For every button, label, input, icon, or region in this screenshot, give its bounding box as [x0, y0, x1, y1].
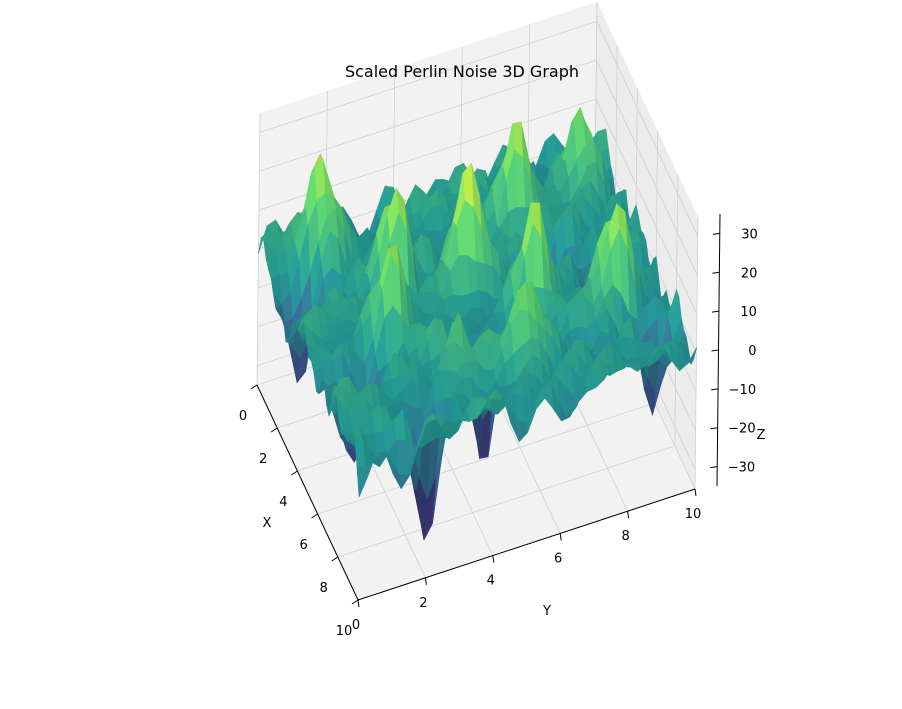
- x-tick-label: 2: [259, 452, 267, 467]
- y-tick-mark: [424, 577, 427, 585]
- chart-title: Scaled Perlin Noise 3D Graph: [345, 62, 579, 81]
- z-tick-mark: [711, 388, 719, 391]
- y-tick-label: 8: [621, 529, 629, 544]
- z-tick-mark: [710, 427, 718, 430]
- z-tick-mark: [710, 466, 718, 469]
- z-tick-label: 20: [741, 266, 758, 281]
- y-tick-mark: [559, 533, 562, 541]
- z-axis-label: Z: [757, 428, 766, 443]
- x-tick-mark: [331, 556, 339, 562]
- back-grid-line-z: [259, 21, 597, 133]
- x-tick-mark: [270, 427, 278, 433]
- y-tick-label: 0: [352, 618, 360, 633]
- y-tick-label: 10: [685, 507, 702, 522]
- x-axis-label: X: [263, 516, 272, 531]
- y-tick-label: 2: [419, 596, 427, 611]
- z-tick-label: 10: [740, 305, 757, 320]
- surface-patch: [356, 466, 369, 498]
- y-axis-label: Y: [542, 604, 551, 619]
- z-tick-label: −20: [728, 422, 755, 437]
- x-tick-label: 0: [239, 409, 247, 424]
- y-tick-mark: [627, 511, 630, 519]
- z-tick-mark: [712, 271, 720, 274]
- y-tick-mark: [492, 555, 495, 563]
- y-tick-mark: [694, 488, 697, 497]
- x-tick-mark: [311, 513, 318, 519]
- z-tick-mark: [712, 232, 720, 235]
- floor-grid-line-x: [317, 402, 655, 515]
- x-tick-mark: [250, 384, 258, 390]
- back-grid-line-z: [259, 59, 597, 172]
- y-axis-line: [357, 488, 696, 601]
- y-tick-mark: [357, 599, 360, 608]
- axis-lines: [250, 213, 721, 608]
- z-tick-mark: [711, 310, 719, 313]
- z-tick-label: 0: [748, 344, 756, 359]
- y-tick-label: 6: [554, 551, 562, 566]
- x-tick-label: 6: [299, 538, 307, 553]
- z-tick-label: −30: [728, 461, 755, 476]
- z-tick-label: 30: [741, 227, 758, 242]
- x-tick-mark: [351, 599, 359, 605]
- x-tick-label: 4: [279, 495, 287, 510]
- x-tick-label: 8: [320, 581, 328, 596]
- y-tick-label: 4: [487, 574, 495, 589]
- surface: [258, 107, 697, 541]
- x-axis-line: [256, 384, 359, 601]
- x-tick-label: 10: [336, 624, 353, 639]
- side-grid-line-z: [596, 21, 699, 237]
- side-grid-line-z: [595, 98, 698, 315]
- z-tick-mark: [711, 349, 719, 352]
- z-tick-label: −10: [729, 383, 756, 398]
- floor-grid-line-x: [337, 445, 675, 558]
- side-grid-line-z: [596, 60, 698, 276]
- x-tick-mark: [291, 470, 298, 476]
